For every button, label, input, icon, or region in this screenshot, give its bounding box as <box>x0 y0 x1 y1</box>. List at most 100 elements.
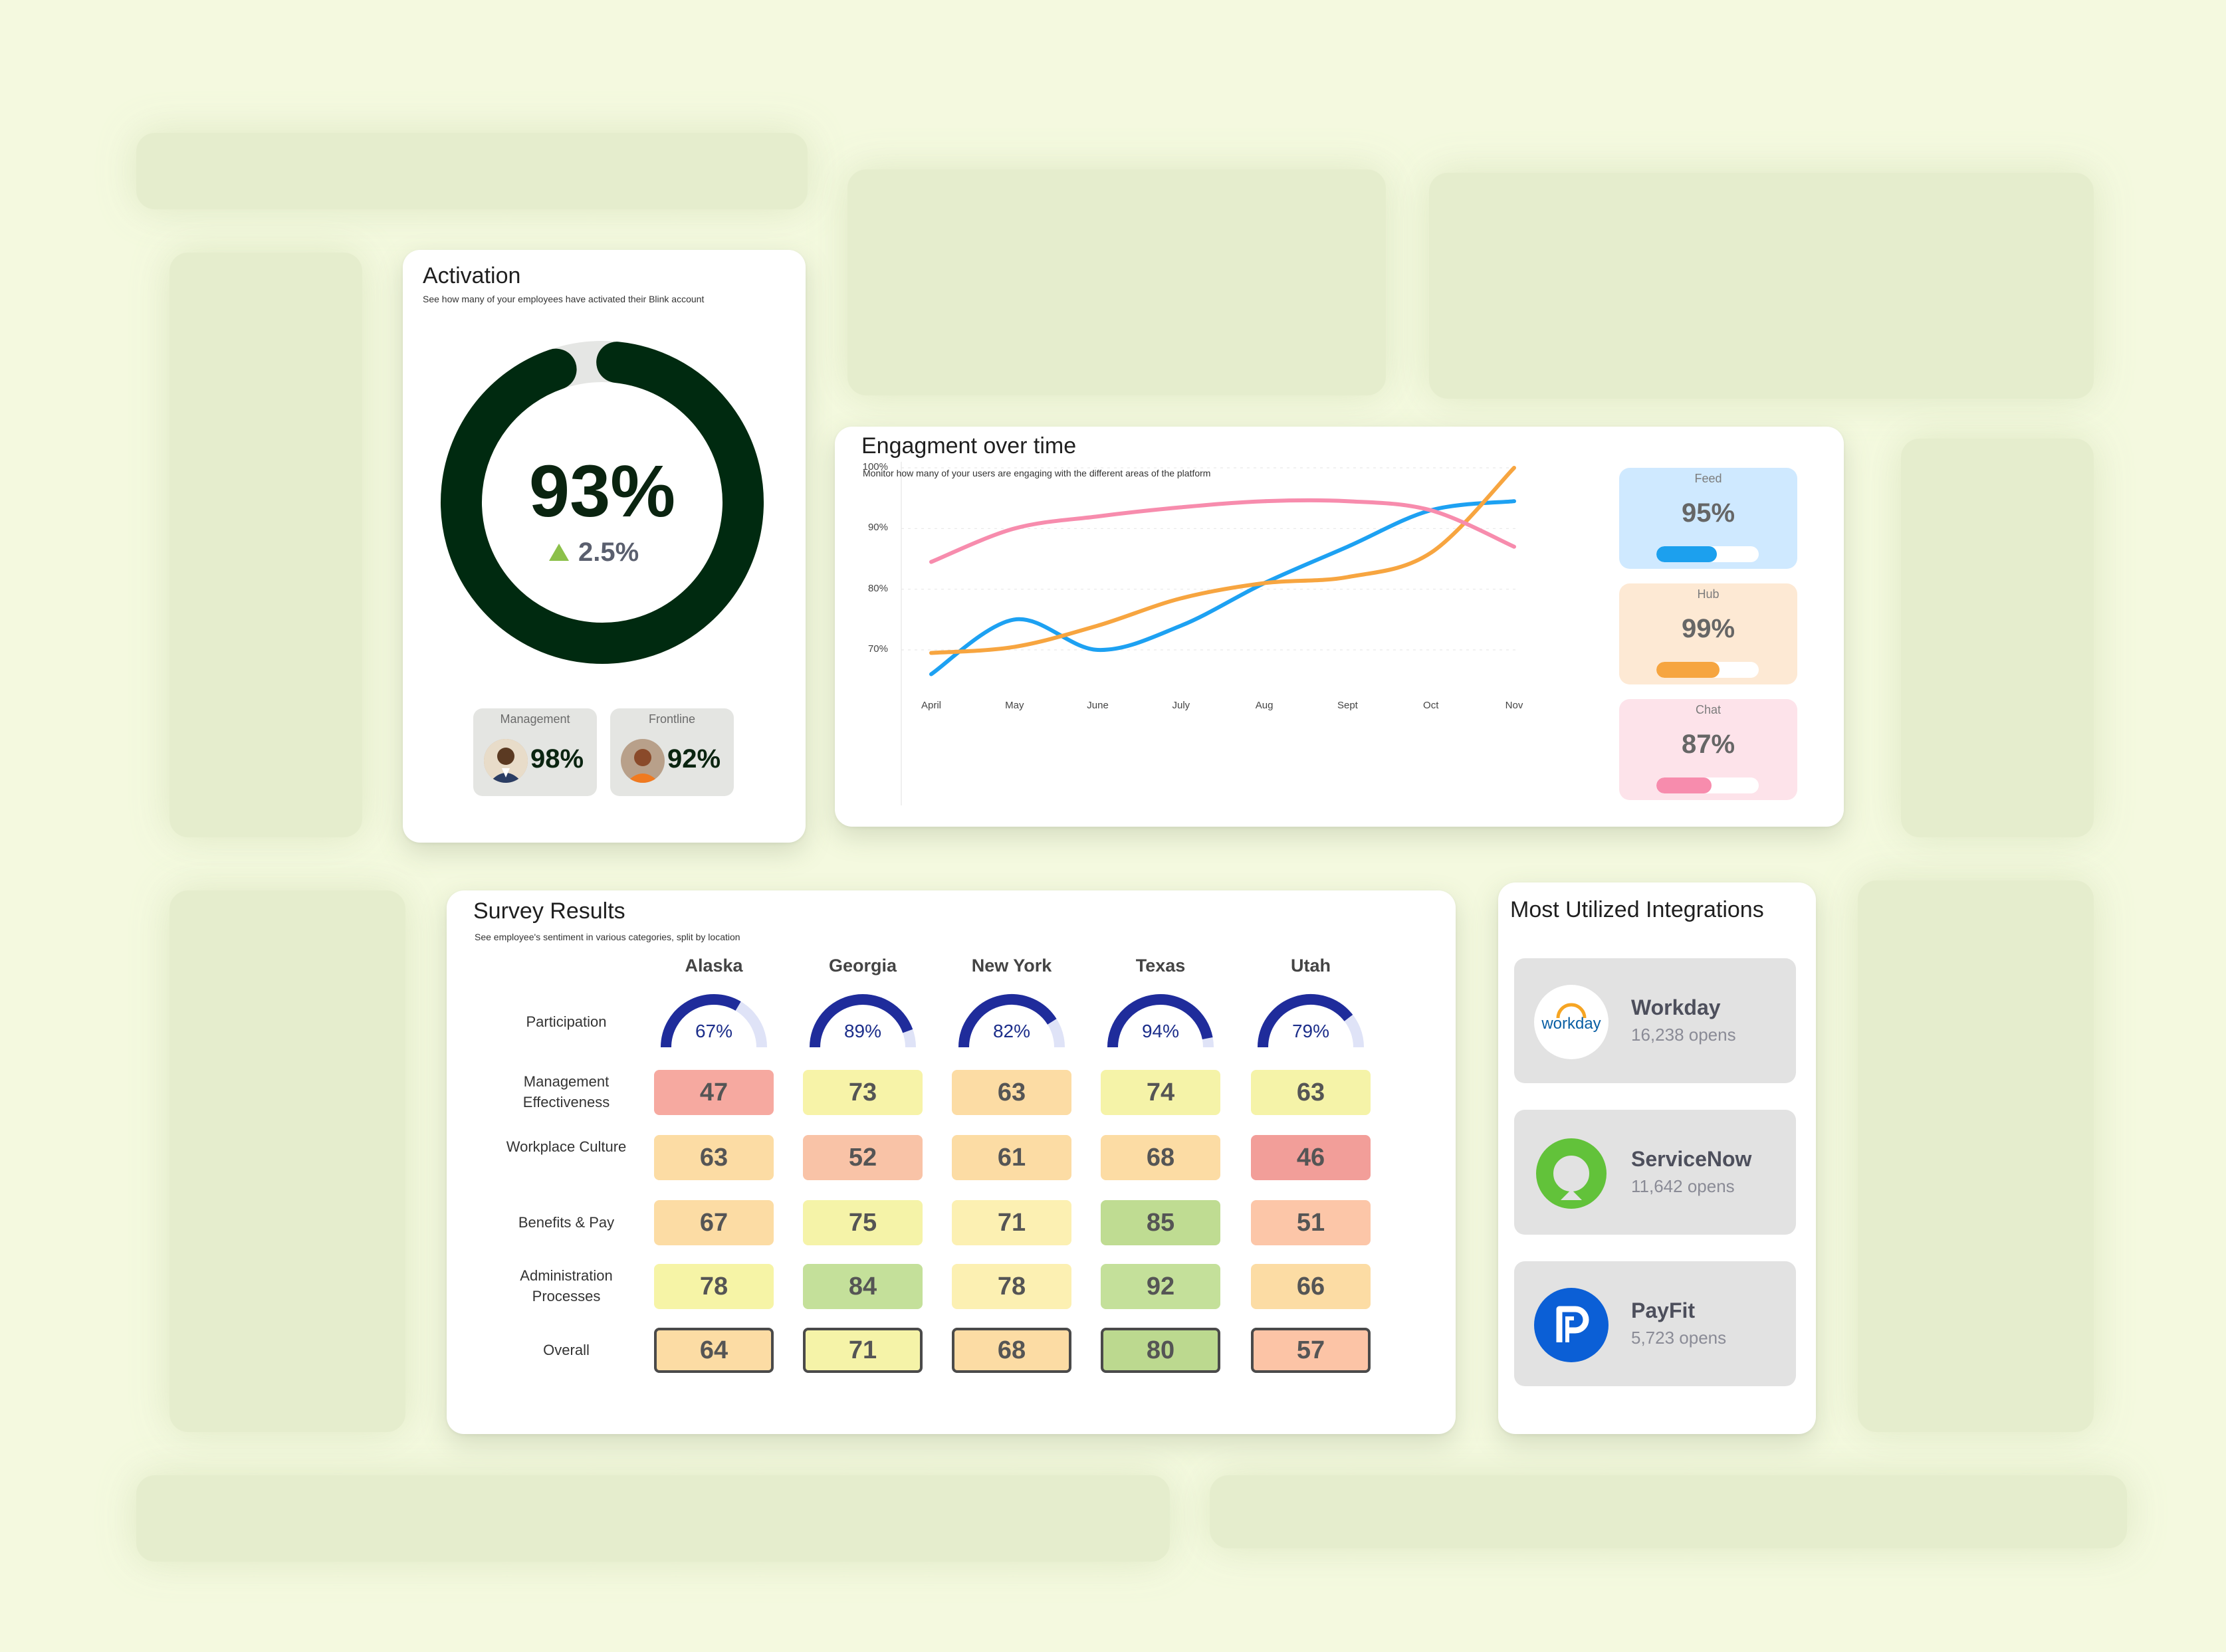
engagement-chart-svg <box>901 461 1519 805</box>
gauge-value: 79% <box>1291 1021 1330 1041</box>
chip-progress-fill <box>1656 662 1720 678</box>
x-tick-label: July <box>1172 699 1190 711</box>
gauge-arc-svg <box>810 994 916 1048</box>
background-panel <box>1901 439 2094 837</box>
activation-title: Activation <box>423 263 521 288</box>
y-tick-label: 70% <box>867 643 888 655</box>
x-tick-label: June <box>1087 699 1109 711</box>
engagement-chip-chat[interactable]: Chat 87% <box>1619 699 1797 800</box>
segment-frontline: Frontline 92% <box>610 708 734 796</box>
x-tick-label: Sept <box>1337 699 1358 711</box>
gauge-value: 89% <box>843 1021 882 1041</box>
gauge-value-arc <box>1107 994 1213 1048</box>
background-panel <box>136 133 808 209</box>
integration-name: PayFit <box>1631 1298 1696 1322</box>
background-panel <box>1858 880 2094 1432</box>
y-tick-label: 100% <box>862 461 888 472</box>
segment-value: 98% <box>530 744 584 774</box>
score-cell: 92 <box>1101 1264 1220 1309</box>
chip-value: 99% <box>1681 614 1735 643</box>
gauge-arc-svg <box>958 994 1065 1048</box>
gauge-value-arc <box>958 994 1057 1048</box>
activation-percent: 93% <box>528 451 676 532</box>
person-avatar-icon <box>484 739 528 783</box>
gauge-value: 67% <box>695 1021 733 1041</box>
engagement-chip-feed[interactable]: Feed 95% <box>1619 468 1797 569</box>
survey-grid: Alaska Georgia New York Texas Utah Participat… <box>447 890 1456 1434</box>
score-cell: 78 <box>654 1264 774 1309</box>
series-line-feed <box>929 499 1516 676</box>
location-header: Georgia <box>828 956 897 976</box>
y-tick-label: 90% <box>867 522 888 534</box>
chip-label: Feed <box>1694 472 1722 485</box>
x-tick-label: Nov <box>1505 699 1523 711</box>
payfit-logo-icon <box>1534 1288 1609 1362</box>
score-cell: 84 <box>803 1264 923 1309</box>
chip-label: Chat <box>1695 703 1722 716</box>
x-tick-label: May <box>1005 699 1024 711</box>
segment-management: Management 98% <box>473 708 597 796</box>
chip-progress-track <box>1656 546 1759 562</box>
score-cell: 63 <box>952 1070 1071 1115</box>
gauge-arc-svg <box>1107 994 1214 1048</box>
segment-label: Frontline <box>648 712 696 726</box>
score-cell: 74 <box>1101 1070 1220 1115</box>
survey-subtitle: See employee's sentiment in various cate… <box>475 932 740 942</box>
row-label: Administration Processes <box>520 1267 613 1304</box>
gauge-arc-svg <box>661 994 767 1048</box>
integration-servicenow[interactable]: ServiceNow 11,642 opens <box>1514 1110 1796 1235</box>
background-panel <box>169 253 362 837</box>
gauge-value: 94% <box>1141 1021 1180 1041</box>
chip-progress-track <box>1656 662 1759 678</box>
overall-score-cell: 64 <box>654 1328 774 1373</box>
integration-opens: 16,238 opens <box>1631 1025 1736 1045</box>
workday-logo-icon: workday <box>1534 985 1609 1059</box>
integrations-card: Most Utilized Integrations workday Workd… <box>1498 882 1816 1434</box>
background-panel <box>1429 173 2094 399</box>
score-cell: 63 <box>654 1135 774 1180</box>
location-header: New York <box>971 956 1052 976</box>
background-panel <box>169 890 405 1432</box>
score-cell: 52 <box>803 1135 923 1180</box>
activation-subtitle: See how many of your employees have acti… <box>423 294 705 304</box>
row-label: Workplace Culture <box>506 1138 627 1155</box>
engagement-chip-hub[interactable]: Hub 99% <box>1619 583 1797 684</box>
activation-donut <box>441 341 764 664</box>
series-line-chat <box>929 498 1516 564</box>
background-panel <box>136 1475 1170 1562</box>
score-cell: 73 <box>803 1070 923 1115</box>
score-cell: 75 <box>803 1200 923 1245</box>
row-label: Benefits & Pay <box>518 1214 615 1231</box>
x-tick-label: April <box>921 699 941 711</box>
overall-score-cell: 68 <box>952 1328 1071 1373</box>
engagement-title: Engagment over time <box>861 433 1077 459</box>
x-tick-label: Aug <box>1255 699 1274 711</box>
gauge-value: 82% <box>992 1021 1031 1041</box>
integration-workday[interactable]: workday Workday 16,238 opens <box>1514 958 1796 1083</box>
gauge-value-arc <box>810 994 913 1048</box>
person-avatar-icon <box>621 739 665 783</box>
survey-card: Survey Results See employee's sentiment … <box>447 890 1456 1434</box>
participation-gauge: 79% <box>1251 991 1371 1055</box>
x-tick-label: Oct <box>1423 699 1439 711</box>
score-cell: 46 <box>1251 1135 1371 1180</box>
score-cell: 78 <box>952 1264 1071 1309</box>
participation-gauge: 67% <box>654 991 774 1055</box>
chip-value: 87% <box>1681 730 1735 759</box>
score-cell: 66 <box>1251 1264 1371 1309</box>
score-cell: 63 <box>1251 1070 1371 1115</box>
integration-name: ServiceNow <box>1631 1147 1752 1171</box>
chip-progress-fill <box>1656 546 1717 562</box>
location-header: Utah <box>1291 956 1331 976</box>
row-label: Overall <box>543 1342 590 1358</box>
segment-label: Management <box>500 712 570 726</box>
engagement-line-chart: 100% 90% 80% 70% April May June July Aug Sept Oct N… <box>835 427 1619 825</box>
activation-donut-progress <box>441 341 764 664</box>
chip-progress-fill <box>1656 777 1712 793</box>
chip-label: Hub <box>1697 587 1720 601</box>
row-label-participation: Participation <box>526 1013 607 1030</box>
integration-payfit[interactable]: PayFit 5,723 opens <box>1514 1261 1796 1386</box>
row-label: Management Effectiveness <box>522 1073 610 1110</box>
survey-title: Survey Results <box>473 898 625 924</box>
svg-text:workday: workday <box>1541 1015 1601 1033</box>
